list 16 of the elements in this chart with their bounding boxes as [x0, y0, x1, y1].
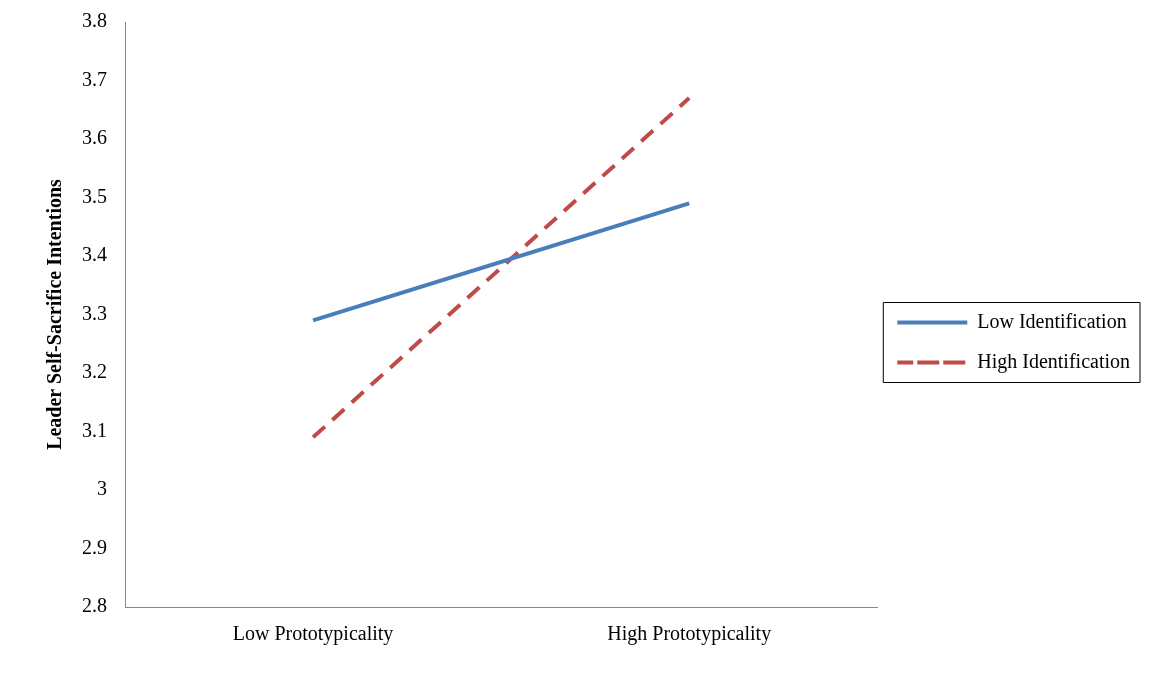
y-tick-label: 3.6 — [82, 126, 107, 149]
y-tick-label: 3.2 — [82, 360, 107, 383]
legend-label: Low Identification — [977, 309, 1127, 332]
y-tick-label: 3.7 — [82, 67, 107, 90]
y-tick-label: 3.5 — [82, 184, 107, 207]
x-tick-label: High Prototypicality — [607, 622, 772, 646]
y-tick-label: 2.9 — [82, 535, 107, 558]
y-tick-label: 3.8 — [82, 9, 107, 32]
y-tick-label: 3.1 — [82, 418, 107, 441]
x-tick-label: Low Prototypicality — [232, 622, 394, 646]
y-tick-label: 3.4 — [82, 243, 107, 266]
y-axis-title: Leader Self-Sacrifice Intentions — [43, 178, 66, 450]
y-tick-label: 3 — [97, 477, 107, 500]
y-tick-label: 3.3 — [82, 301, 107, 324]
legend-label: High Identification — [977, 349, 1130, 373]
y-tick-label: 2.8 — [82, 594, 107, 617]
